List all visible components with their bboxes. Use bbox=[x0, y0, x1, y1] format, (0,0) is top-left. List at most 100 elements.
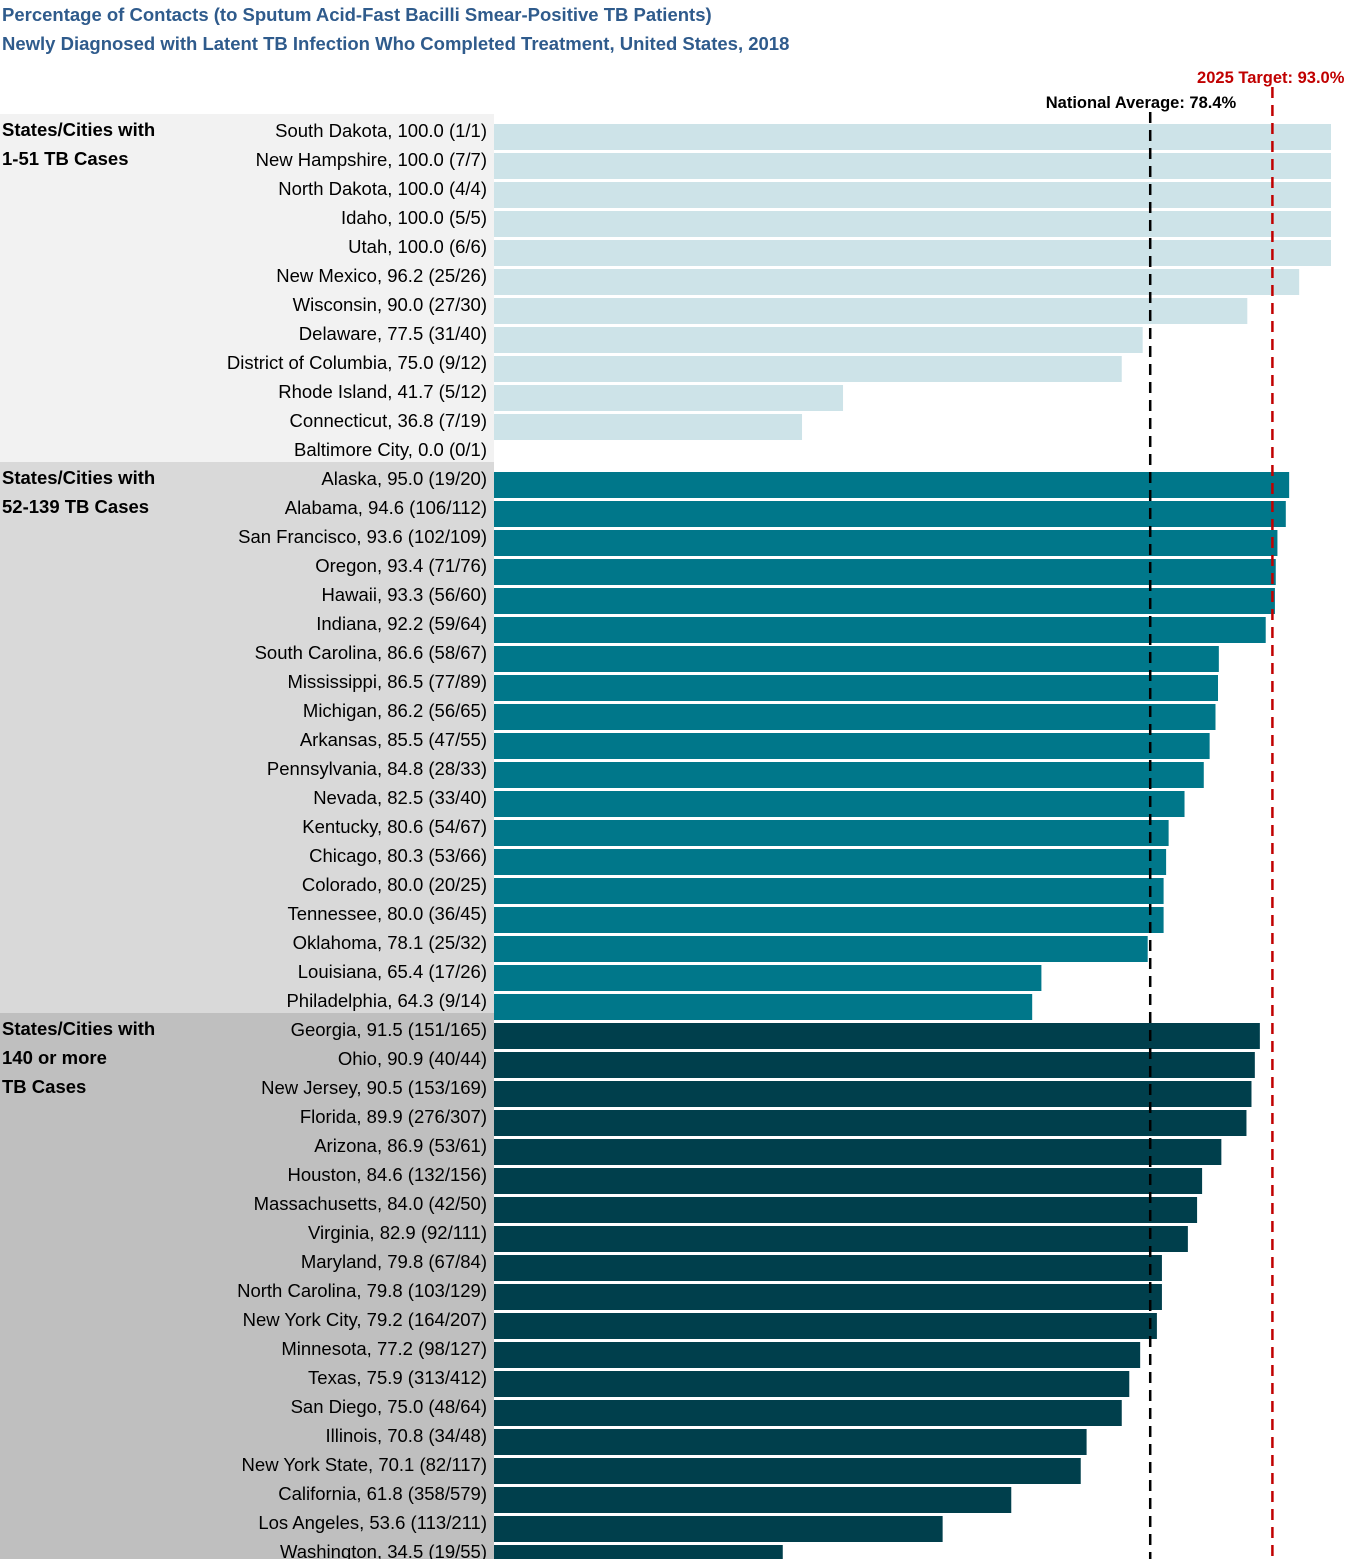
bar-new-hampshire bbox=[494, 153, 1331, 179]
group-panel-1 bbox=[0, 114, 494, 462]
category-label-delaware: Delaware, 77.5 (31/40) bbox=[299, 323, 487, 344]
category-label-rhode-island: Rhode Island, 41.7 (5/12) bbox=[278, 381, 487, 402]
category-label-los-angeles: Los Angeles, 53.6 (113/211) bbox=[258, 1512, 487, 1533]
bar-mississippi bbox=[494, 675, 1219, 701]
group-labels: States/Cities with 1-51 TB Cases States/Ci… bbox=[2, 119, 155, 1097]
category-label-minnesota: Minnesota, 77.2 (98/127) bbox=[281, 1338, 487, 1359]
group-label-2-line-1: States/Cities with bbox=[2, 467, 155, 488]
category-label-florida: Florida, 89.9 (276/307) bbox=[300, 1106, 487, 1127]
chart-title-line-1: Percentage of Contacts (to Sputum Acid-F… bbox=[2, 4, 712, 25]
category-label-south-carolina: South Carolina, 86.6 (58/67) bbox=[255, 642, 487, 663]
category-label-new-jersey: New Jersey, 90.5 (153/169) bbox=[261, 1077, 487, 1098]
bar-utah bbox=[494, 240, 1331, 266]
bar-washington bbox=[494, 1545, 783, 1559]
bar-florida bbox=[494, 1110, 1247, 1136]
category-label-alaska: Alaska, 95.0 (19/20) bbox=[321, 468, 487, 489]
category-label-houston: Houston, 84.6 (132/156) bbox=[287, 1164, 487, 1185]
bar-arizona bbox=[494, 1139, 1222, 1165]
category-label-texas: Texas, 75.9 (313/412) bbox=[308, 1367, 487, 1388]
bars bbox=[494, 124, 1331, 1559]
category-label-tennessee: Tennessee, 80.0 (36/45) bbox=[287, 903, 487, 924]
category-label-san-francisco: San Francisco, 93.6 (102/109) bbox=[238, 526, 487, 547]
category-label-illinois: Illinois, 70.8 (34/48) bbox=[326, 1425, 487, 1446]
bar-new-york-state bbox=[494, 1458, 1081, 1484]
bar-alabama bbox=[494, 501, 1286, 527]
bar-idaho bbox=[494, 211, 1331, 237]
group-panel-2 bbox=[0, 462, 494, 1013]
category-label-san-diego: San Diego, 75.0 (48/64) bbox=[291, 1396, 487, 1417]
category-label-arizona: Arizona, 86.9 (53/61) bbox=[314, 1135, 487, 1156]
group-panels bbox=[0, 114, 494, 1559]
bar-new-mexico bbox=[494, 269, 1300, 295]
category-label-georgia: Georgia, 91.5 (151/165) bbox=[291, 1019, 487, 1040]
category-label-idaho: Idaho, 100.0 (5/5) bbox=[341, 207, 487, 228]
category-label-new-mexico: New Mexico, 96.2 (25/26) bbox=[276, 265, 487, 286]
category-label-wisconsin: Wisconsin, 90.0 (27/30) bbox=[293, 294, 487, 315]
bar-pennsylvania bbox=[494, 762, 1204, 788]
reference-lines: National Average: 78.4% 2025 Target: 93.0… bbox=[1046, 69, 1345, 1559]
bar-north-carolina bbox=[494, 1284, 1162, 1310]
group-label-3-line-2: 140 or more bbox=[2, 1047, 107, 1068]
category-label-new-york-state: New York State, 70.1 (82/117) bbox=[242, 1454, 487, 1475]
category-label-north-dakota: North Dakota, 100.0 (4/4) bbox=[278, 178, 487, 199]
group-label-1-line-1: States/Cities with bbox=[2, 119, 155, 140]
category-label-nevada: Nevada, 82.5 (33/40) bbox=[313, 787, 487, 808]
bar-michigan bbox=[494, 704, 1216, 730]
bar-nevada bbox=[494, 791, 1185, 817]
bar-kentucky bbox=[494, 820, 1169, 846]
bar-new-york-city bbox=[494, 1313, 1157, 1339]
group-label-2-line-2: 52-139 TB Cases bbox=[2, 496, 149, 517]
category-label-alabama: Alabama, 94.6 (106/112) bbox=[285, 497, 487, 518]
bar-san-francisco bbox=[494, 530, 1278, 556]
group-panel-3 bbox=[0, 1013, 494, 1559]
bar-minnesota bbox=[494, 1342, 1141, 1368]
category-label-virginia: Virginia, 82.9 (92/111) bbox=[308, 1222, 487, 1243]
category-label-philadelphia: Philadelphia, 64.3 (9/14) bbox=[286, 990, 487, 1011]
category-label-kentucky: Kentucky, 80.6 (54/67) bbox=[302, 816, 487, 837]
category-label-colorado: Colorado, 80.0 (20/25) bbox=[302, 874, 487, 895]
category-label-louisiana: Louisiana, 65.4 (17/26) bbox=[298, 961, 487, 982]
category-label-new-hampshire: New Hampshire, 100.0 (7/7) bbox=[256, 149, 487, 170]
bar-colorado bbox=[494, 878, 1164, 904]
group-label-3-line-3: TB Cases bbox=[2, 1076, 86, 1097]
category-label-massachusetts: Massachusetts, 84.0 (42/50) bbox=[254, 1193, 487, 1214]
bar-georgia bbox=[494, 1023, 1260, 1049]
category-label-baltimore-city: Baltimore City, 0.0 (0/1) bbox=[294, 439, 487, 460]
category-label-pennsylvania: Pennsylvania, 84.8 (28/33) bbox=[267, 758, 487, 779]
category-label-washington: Washington, 34.5 (19/55) bbox=[280, 1541, 487, 1559]
bar-san-diego bbox=[494, 1400, 1122, 1426]
category-label-maryland: Maryland, 79.8 (67/84) bbox=[301, 1251, 487, 1272]
category-label-south-dakota: South Dakota, 100.0 (1/1) bbox=[275, 120, 487, 141]
bar-texas bbox=[494, 1371, 1130, 1397]
category-label-oregon: Oregon, 93.4 (71/76) bbox=[315, 555, 487, 576]
category-label-california: California, 61.8 (358/579) bbox=[278, 1483, 487, 1504]
category-label-hawaii: Hawaii, 93.3 (56/60) bbox=[321, 584, 487, 605]
bar-chicago bbox=[494, 849, 1167, 875]
bar-indiana bbox=[494, 617, 1266, 643]
category-label-district-of-columbia: District of Columbia, 75.0 (9/12) bbox=[227, 352, 487, 373]
category-label-north-carolina: North Carolina, 79.8 (103/129) bbox=[237, 1280, 487, 1301]
bar-rhode-island bbox=[494, 385, 844, 411]
category-label-mississippi: Mississippi, 86.5 (77/89) bbox=[288, 671, 487, 692]
category-labels: South Dakota, 100.0 (1/1) New Hampshire, … bbox=[227, 120, 487, 1559]
category-label-utah: Utah, 100.0 (6/6) bbox=[348, 236, 487, 257]
bar-wisconsin bbox=[494, 298, 1248, 324]
category-label-michigan: Michigan, 86.2 (56/65) bbox=[303, 700, 487, 721]
category-label-indiana: Indiana, 92.2 (59/64) bbox=[316, 613, 487, 634]
category-label-arkansas: Arkansas, 85.5 (47/55) bbox=[300, 729, 487, 750]
bar-south-carolina bbox=[494, 646, 1219, 672]
bar-houston bbox=[494, 1168, 1203, 1194]
bar-new-jersey bbox=[494, 1081, 1252, 1107]
category-label-new-york-city: New York City, 79.2 (164/207) bbox=[243, 1309, 487, 1330]
national-average-label: National Average: 78.4% bbox=[1046, 94, 1237, 112]
bar-connecticut bbox=[494, 414, 803, 440]
bar-los-angeles bbox=[494, 1516, 943, 1542]
bar-delaware bbox=[494, 327, 1143, 353]
bar-virginia bbox=[494, 1226, 1188, 1252]
bar-oregon bbox=[494, 559, 1276, 585]
chart-title-line-2: Newly Diagnosed with Latent TB Infection… bbox=[2, 33, 790, 54]
bar-philadelphia bbox=[494, 994, 1033, 1020]
category-label-connecticut: Connecticut, 36.8 (7/19) bbox=[290, 410, 487, 431]
category-label-ohio: Ohio, 90.9 (40/44) bbox=[338, 1048, 487, 1069]
